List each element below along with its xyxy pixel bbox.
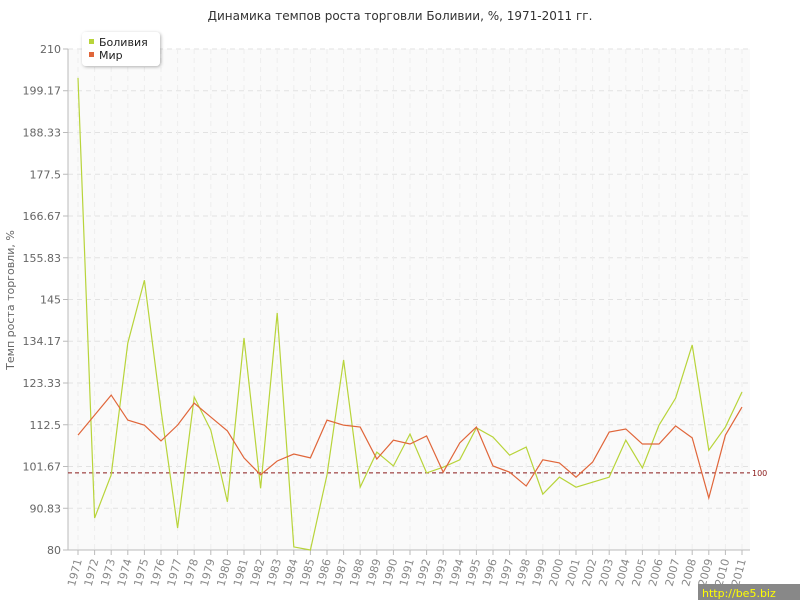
series-line xyxy=(77,394,743,501)
y-tick-label: 188.33 xyxy=(23,127,62,140)
y-axis-label: Темп роста торговли, % xyxy=(4,230,17,371)
y-tick-label: 210 xyxy=(40,43,61,56)
legend-box xyxy=(82,32,160,66)
y-tick-label: 155.83 xyxy=(23,252,62,265)
y-tick-label: 80 xyxy=(47,544,61,557)
y-tick-label: 166.67 xyxy=(23,210,62,223)
reference-label: 100 xyxy=(752,469,767,478)
watermark: http://be5.biz xyxy=(702,587,776,600)
legend-swatch xyxy=(89,52,94,57)
y-tick-label: 177.5 xyxy=(30,168,62,181)
watermark-box xyxy=(698,584,800,600)
legend-label: Боливия xyxy=(99,36,148,49)
series-line xyxy=(77,77,743,551)
legend-swatch xyxy=(89,39,94,44)
y-tick-label: 101.67 xyxy=(23,460,62,473)
y-tick-label: 145 xyxy=(40,294,61,307)
y-tick-label: 90.83 xyxy=(30,502,62,515)
legend-label: Мир xyxy=(99,49,123,62)
y-tick-label: 123.33 xyxy=(23,377,62,390)
x-tick-label: 2011 xyxy=(729,557,749,587)
y-tick-label: 112.5 xyxy=(30,419,62,432)
y-tick-label: 199.17 xyxy=(23,85,62,98)
y-tick-label: 134.17 xyxy=(23,335,62,348)
chart-title: Динамика темпов роста торговли Боливии, … xyxy=(208,9,593,23)
